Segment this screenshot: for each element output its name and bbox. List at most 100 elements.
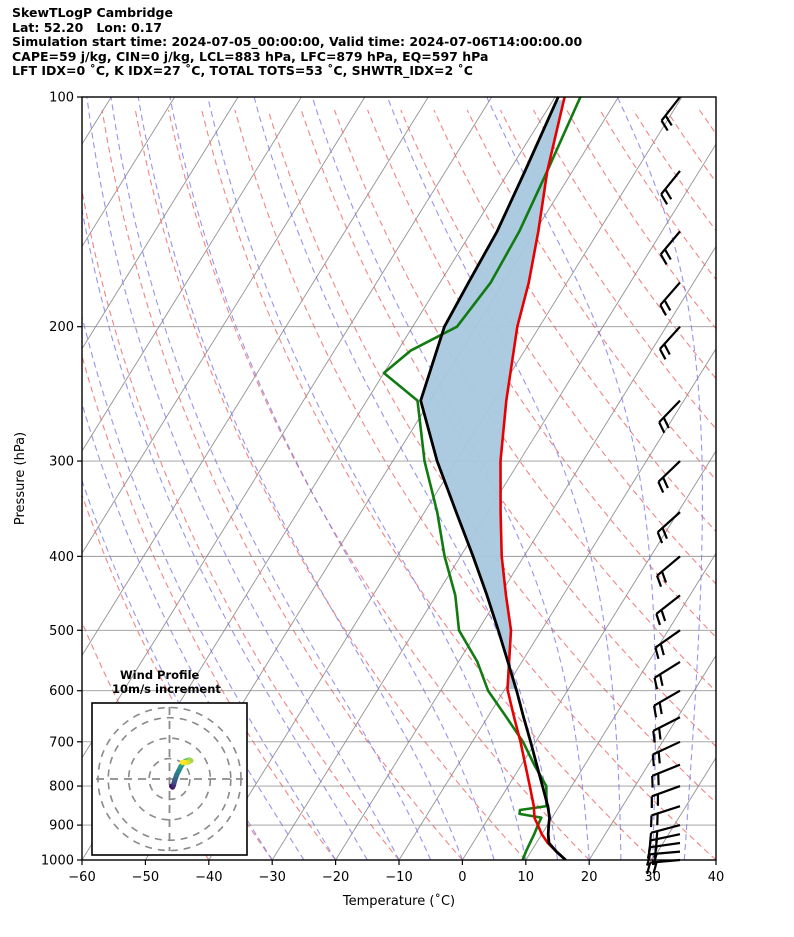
wind-barb	[654, 629, 681, 660]
barb-full-flag	[664, 188, 673, 200]
dewpoint-profile-line	[382, 97, 582, 860]
isotherm-line	[82, 97, 366, 555]
dry-adiabat-line	[134, 109, 527, 860]
x-tick-label: −50	[132, 870, 159, 885]
dry-adiabat-line	[234, 109, 716, 860]
moist-adiabat-line	[82, 207, 368, 860]
moist-adiabat-line	[207, 97, 527, 860]
wind-barb	[657, 460, 681, 494]
barb-shaft	[656, 511, 681, 534]
isotherm-line	[715, 859, 716, 860]
isotherm-line	[82, 97, 493, 759]
x-tick-label: −20	[322, 870, 349, 885]
wind-barb	[655, 594, 681, 626]
y-tick-label: 1000	[41, 854, 74, 869]
header-block: SkewTLogP Cambridge Lat: 52.20 Lon: 0.17…	[12, 5, 772, 79]
x-tick-label: −10	[385, 870, 412, 885]
barb-shaft	[652, 740, 681, 756]
barb-full-flag	[660, 193, 669, 205]
barb-shaft	[660, 170, 681, 195]
dry-adiabat-line	[499, 109, 716, 430]
barb-shaft	[660, 96, 681, 122]
barb-shaft	[652, 716, 681, 732]
dry-adiabat-line	[82, 188, 400, 860]
barb-full-flag	[655, 613, 662, 626]
moist-adiabat-line	[137, 97, 463, 860]
wind-barb	[650, 785, 681, 809]
wind-barb	[648, 824, 681, 845]
barb-shaft	[650, 841, 681, 849]
barb-full-flag	[655, 831, 659, 843]
isotherm-line	[335, 245, 716, 860]
barb-full-flag	[659, 253, 668, 266]
cape-shaded-region	[421, 100, 564, 690]
isotherm-line	[82, 97, 239, 350]
barb-shaft	[651, 805, 681, 817]
barb-full-flag	[660, 120, 669, 132]
wind-barb	[653, 660, 681, 690]
y-tick-label: 500	[49, 624, 74, 639]
y-axis-title: Pressure (hPa)	[13, 432, 28, 525]
barb-full-flag	[657, 481, 665, 494]
moist-adiabat-line	[386, 97, 622, 860]
moist-adiabat-line	[82, 401, 305, 860]
dry-adiabat-line	[665, 109, 716, 183]
dry-adiabat-line	[699, 109, 716, 135]
dry-adiabat-line	[300, 109, 716, 748]
isotherm-line	[82, 97, 176, 248]
barb-full-flag	[659, 304, 667, 316]
wind-barb	[652, 689, 681, 718]
barb-full-flag	[655, 575, 663, 588]
barb-shaft	[650, 824, 681, 834]
barb-shaft	[655, 594, 681, 615]
plot-content	[82, 97, 716, 860]
barb-shaft	[653, 660, 681, 679]
barb-full-flag	[662, 476, 669, 489]
y-tick-label: 800	[49, 780, 74, 795]
x-tick-label: 40	[708, 870, 725, 885]
barb-full-flag	[646, 862, 652, 875]
barb-full-flag	[657, 751, 661, 764]
barb-shaft	[659, 281, 681, 306]
barb-full-flag	[652, 861, 658, 874]
dry-adiabat-line	[82, 354, 337, 860]
moist-adiabat-line	[169, 97, 495, 860]
barb-full-flag	[653, 677, 659, 690]
hodograph-ring	[148, 757, 191, 801]
barb-full-flag	[663, 299, 672, 311]
y-tick-label: 100	[49, 91, 74, 106]
wind-barb	[659, 230, 681, 266]
wind-barb	[656, 511, 681, 544]
dry-adiabat-line	[533, 109, 716, 380]
x-tick-label: −40	[195, 870, 222, 885]
barb-full-flag	[660, 609, 667, 622]
parcel-path-line	[499, 97, 567, 860]
dry-adiabat-line	[632, 109, 716, 232]
barb-full-flag	[648, 832, 653, 845]
barb-full-flag	[652, 730, 656, 743]
inset-title-line2: 10m/s increment	[112, 682, 221, 696]
barb-full-flag	[658, 348, 667, 360]
barb-full-flag	[657, 727, 662, 740]
title-indices-2: LFT IDX=0 ˚C, K IDX=27 ˚C, TOTAL TOTS=53…	[12, 63, 473, 79]
barb-shaft	[659, 230, 681, 256]
y-tick-label: 700	[49, 735, 74, 750]
wind-barb	[660, 170, 681, 205]
wind-barb	[658, 325, 681, 360]
barb-full-flag	[664, 114, 673, 127]
barb-full-flag	[658, 702, 663, 715]
barb-full-flag	[663, 248, 672, 261]
barb-shaft	[651, 763, 681, 777]
isotherm-line	[82, 97, 302, 452]
y-tick-label: 300	[49, 455, 74, 470]
y-tick-label: 900	[49, 819, 74, 834]
y-tick-label: 600	[49, 684, 74, 699]
moist-adiabat-line	[616, 97, 703, 860]
temperature-profile-line	[419, 97, 567, 860]
isotherm-line	[525, 552, 716, 860]
y-tick-label: 200	[49, 320, 74, 335]
isotherm-line	[462, 450, 716, 860]
